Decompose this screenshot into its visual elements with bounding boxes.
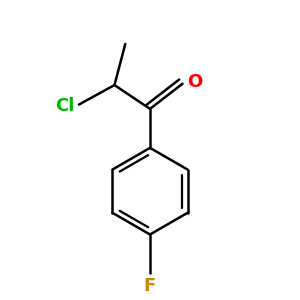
- Text: F: F: [144, 277, 156, 295]
- Text: Cl: Cl: [55, 97, 74, 115]
- Text: O: O: [187, 73, 202, 91]
